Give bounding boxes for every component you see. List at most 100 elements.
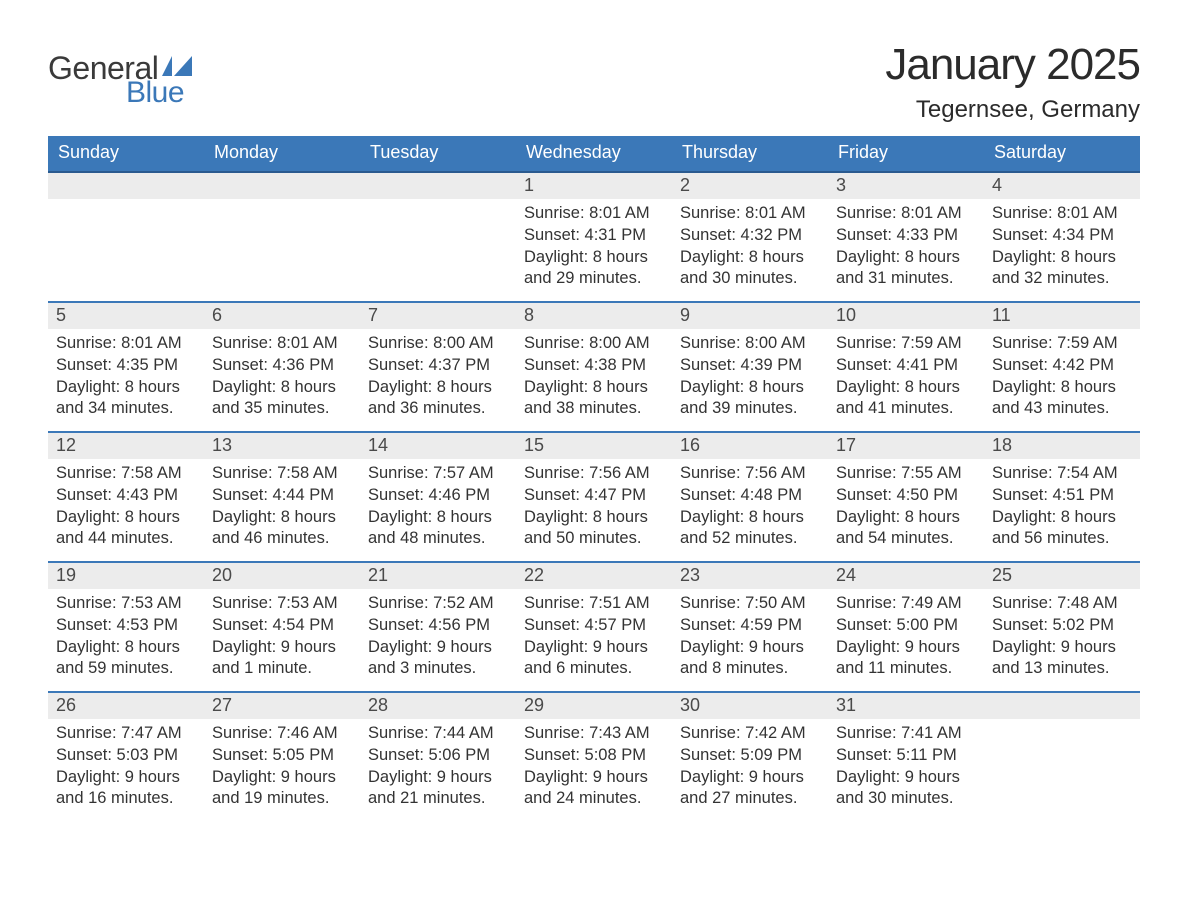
day-details: Sunrise: 7:46 AMSunset: 5:05 PMDaylight:… [204,719,360,816]
calendar-day-cell [204,172,360,302]
day-details: Sunrise: 7:47 AMSunset: 5:03 PMDaylight:… [48,719,204,816]
date-number: 16 [672,433,828,459]
day-details: Sunrise: 8:01 AMSunset: 4:33 PMDaylight:… [828,199,984,296]
date-number: 10 [828,303,984,329]
calendar-week-row: 12Sunrise: 7:58 AMSunset: 4:43 PMDayligh… [48,432,1140,562]
day-details: Sunrise: 8:01 AMSunset: 4:31 PMDaylight:… [516,199,672,296]
day-details: Sunrise: 7:59 AMSunset: 4:41 PMDaylight:… [828,329,984,426]
calendar-day-cell: 29Sunrise: 7:43 AMSunset: 5:08 PMDayligh… [516,692,672,822]
date-number: 14 [360,433,516,459]
day-details: Sunrise: 8:00 AMSunset: 4:37 PMDaylight:… [360,329,516,426]
day-details: Sunrise: 7:52 AMSunset: 4:56 PMDaylight:… [360,589,516,686]
calendar-day-cell: 6Sunrise: 8:01 AMSunset: 4:36 PMDaylight… [204,302,360,432]
calendar-day-cell: 12Sunrise: 7:58 AMSunset: 4:43 PMDayligh… [48,432,204,562]
date-number: 21 [360,563,516,589]
day-details: Sunrise: 7:44 AMSunset: 5:06 PMDaylight:… [360,719,516,816]
weekday-header: Monday [204,136,360,172]
location-subtitle: Tegernsee, Germany [885,96,1140,124]
calendar-day-cell: 19Sunrise: 7:53 AMSunset: 4:53 PMDayligh… [48,562,204,692]
day-details: Sunrise: 7:53 AMSunset: 4:54 PMDaylight:… [204,589,360,686]
date-number: 12 [48,433,204,459]
calendar-day-cell: 1Sunrise: 8:01 AMSunset: 4:31 PMDaylight… [516,172,672,302]
date-number: 22 [516,563,672,589]
weekday-header: Thursday [672,136,828,172]
calendar-day-cell: 5Sunrise: 8:01 AMSunset: 4:35 PMDaylight… [48,302,204,432]
date-number: 23 [672,563,828,589]
day-details: Sunrise: 8:01 AMSunset: 4:34 PMDaylight:… [984,199,1140,296]
date-number: 28 [360,693,516,719]
day-details: Sunrise: 7:54 AMSunset: 4:51 PMDaylight:… [984,459,1140,556]
date-number: 8 [516,303,672,329]
date-number: 7 [360,303,516,329]
day-details: Sunrise: 7:58 AMSunset: 4:43 PMDaylight:… [48,459,204,556]
calendar-week-row: 5Sunrise: 8:01 AMSunset: 4:35 PMDaylight… [48,302,1140,432]
calendar-day-cell [984,692,1140,822]
calendar-day-cell: 23Sunrise: 7:50 AMSunset: 4:59 PMDayligh… [672,562,828,692]
calendar-week-row: 19Sunrise: 7:53 AMSunset: 4:53 PMDayligh… [48,562,1140,692]
date-number: 26 [48,693,204,719]
brand-word-2: Blue [126,78,192,108]
calendar-day-cell: 22Sunrise: 7:51 AMSunset: 4:57 PMDayligh… [516,562,672,692]
calendar-day-cell: 10Sunrise: 7:59 AMSunset: 4:41 PMDayligh… [828,302,984,432]
date-number [204,173,360,199]
date-number: 29 [516,693,672,719]
calendar-day-cell: 15Sunrise: 7:56 AMSunset: 4:47 PMDayligh… [516,432,672,562]
day-details: Sunrise: 7:59 AMSunset: 4:42 PMDaylight:… [984,329,1140,426]
calendar-table: Sunday Monday Tuesday Wednesday Thursday… [48,136,1140,822]
date-number: 13 [204,433,360,459]
calendar-day-cell: 16Sunrise: 7:56 AMSunset: 4:48 PMDayligh… [672,432,828,562]
calendar-day-cell: 13Sunrise: 7:58 AMSunset: 4:44 PMDayligh… [204,432,360,562]
calendar-day-cell: 25Sunrise: 7:48 AMSunset: 5:02 PMDayligh… [984,562,1140,692]
date-number [984,693,1140,719]
date-number: 5 [48,303,204,329]
date-number [48,173,204,199]
date-number: 30 [672,693,828,719]
date-number: 17 [828,433,984,459]
date-number [360,173,516,199]
day-details: Sunrise: 7:51 AMSunset: 4:57 PMDaylight:… [516,589,672,686]
calendar-week-row: 1Sunrise: 8:01 AMSunset: 4:31 PMDaylight… [48,172,1140,302]
day-details: Sunrise: 8:01 AMSunset: 4:32 PMDaylight:… [672,199,828,296]
weekday-header: Tuesday [360,136,516,172]
day-details: Sunrise: 8:00 AMSunset: 4:38 PMDaylight:… [516,329,672,426]
day-details: Sunrise: 7:43 AMSunset: 5:08 PMDaylight:… [516,719,672,816]
calendar-day-cell: 27Sunrise: 7:46 AMSunset: 5:05 PMDayligh… [204,692,360,822]
day-details [360,199,516,209]
calendar-day-cell: 14Sunrise: 7:57 AMSunset: 4:46 PMDayligh… [360,432,516,562]
day-details: Sunrise: 7:53 AMSunset: 4:53 PMDaylight:… [48,589,204,686]
calendar-day-cell: 30Sunrise: 7:42 AMSunset: 5:09 PMDayligh… [672,692,828,822]
date-number: 31 [828,693,984,719]
weekday-header: Friday [828,136,984,172]
day-details: Sunrise: 7:55 AMSunset: 4:50 PMDaylight:… [828,459,984,556]
calendar-day-cell: 21Sunrise: 7:52 AMSunset: 4:56 PMDayligh… [360,562,516,692]
date-number: 19 [48,563,204,589]
weekday-header: Wednesday [516,136,672,172]
date-number: 20 [204,563,360,589]
calendar-day-cell: 17Sunrise: 7:55 AMSunset: 4:50 PMDayligh… [828,432,984,562]
calendar-day-cell: 7Sunrise: 8:00 AMSunset: 4:37 PMDaylight… [360,302,516,432]
calendar-day-cell: 9Sunrise: 8:00 AMSunset: 4:39 PMDaylight… [672,302,828,432]
date-number: 2 [672,173,828,199]
day-details: Sunrise: 7:56 AMSunset: 4:48 PMDaylight:… [672,459,828,556]
weekday-header: Saturday [984,136,1140,172]
date-number: 11 [984,303,1140,329]
date-number: 25 [984,563,1140,589]
day-details: Sunrise: 7:48 AMSunset: 5:02 PMDaylight:… [984,589,1140,686]
date-number: 1 [516,173,672,199]
date-number: 6 [204,303,360,329]
page-title: January 2025 [885,40,1140,90]
day-details [204,199,360,209]
calendar-day-cell: 2Sunrise: 8:01 AMSunset: 4:32 PMDaylight… [672,172,828,302]
calendar-day-cell: 3Sunrise: 8:01 AMSunset: 4:33 PMDaylight… [828,172,984,302]
day-details: Sunrise: 8:01 AMSunset: 4:36 PMDaylight:… [204,329,360,426]
day-details [48,199,204,209]
day-details: Sunrise: 7:42 AMSunset: 5:09 PMDaylight:… [672,719,828,816]
date-number: 27 [204,693,360,719]
day-details: Sunrise: 8:01 AMSunset: 4:35 PMDaylight:… [48,329,204,426]
date-number: 18 [984,433,1140,459]
date-number: 24 [828,563,984,589]
calendar-week-row: 26Sunrise: 7:47 AMSunset: 5:03 PMDayligh… [48,692,1140,822]
date-number: 9 [672,303,828,329]
day-details: Sunrise: 7:50 AMSunset: 4:59 PMDaylight:… [672,589,828,686]
date-number: 15 [516,433,672,459]
